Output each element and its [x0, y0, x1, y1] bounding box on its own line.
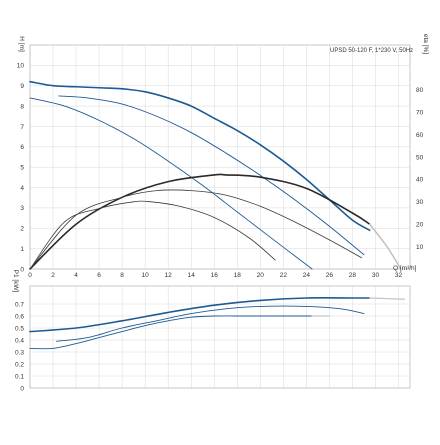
power-tick-label: 0.6: [15, 313, 24, 320]
power-curve: [56, 305, 365, 342]
flow-tick-label: 10: [142, 272, 150, 279]
efficiency-tick-label: 20: [416, 222, 424, 229]
head-tick-label: 8: [20, 103, 24, 110]
flow-tick-label: 12: [165, 272, 173, 279]
power-tick-label: 0.2: [15, 361, 24, 368]
flow-tick-label: 4: [74, 272, 78, 279]
efficiency-tick-label: 50: [416, 154, 424, 161]
head-tick-label: 3: [20, 205, 24, 212]
flow-tick-label: 28: [349, 272, 357, 279]
power-extension-curve: [369, 297, 405, 300]
flow-tick-label: 14: [188, 272, 196, 279]
power-panel-ticks: 0 0.1 0.2 0.3 0.4 0.5 0.6 0.7: [15, 301, 24, 392]
flow-tick-label: 20: [257, 272, 265, 279]
flow-tick-label: 8: [120, 272, 124, 279]
head-efficiency-curves: [29, 80, 402, 270]
head-tick-label: 5: [20, 164, 24, 171]
head-axis-label: H [m]: [18, 36, 25, 52]
power-tick-label: 0.1: [15, 373, 24, 380]
head-curve: [58, 95, 365, 256]
efficiency-tick-label: 80: [416, 87, 424, 94]
power-panel-frame: [29, 285, 411, 389]
power-axis-label: P1 [kW]: [12, 270, 19, 293]
power-tick-label: 0: [20, 385, 24, 392]
power-panel-grid: [29, 286, 410, 389]
efficiency-extension-curve: [369, 223, 402, 270]
efficiency-axis-label: eta [%]: [422, 34, 429, 54]
power-tick-label: 0.3: [15, 349, 24, 356]
head-panel-frame: [29, 44, 411, 270]
efficiency-tick-label: 40: [416, 177, 424, 184]
flow-axis-label: Q [m³/h]: [393, 265, 417, 272]
efficiency-tick-label: 30: [416, 199, 424, 206]
flow-tick-label: 0: [28, 272, 32, 279]
power-curve: [29, 315, 313, 350]
flow-tick-label: 22: [280, 272, 288, 279]
head-tick-label: 10: [17, 63, 25, 70]
head-tick-label: 9: [20, 83, 24, 90]
flow-tick-label: 30: [372, 272, 380, 279]
efficiency-curve: [29, 200, 276, 270]
power-curve: [29, 297, 371, 333]
efficiency-curve: [29, 173, 371, 270]
head-tick-label: 4: [20, 185, 24, 192]
flow-tick-label: 18: [234, 272, 242, 279]
head-curve: [29, 80, 371, 232]
head-tick-label: 2: [20, 226, 24, 233]
flow-tick-label: 32: [395, 272, 403, 279]
power-tick-label: 0.5: [15, 325, 24, 332]
flow-tick-label: 26: [326, 272, 334, 279]
head-tick-label: 1: [20, 246, 24, 253]
flow-tick-label: 16: [211, 272, 219, 279]
efficiency-tick-label: 10: [416, 244, 424, 251]
power-tick-label: 0.4: [15, 337, 24, 344]
flow-tick-label: 2: [51, 272, 55, 279]
head-curve: [29, 97, 313, 270]
pump-model-caption: UPSD 50-120 F, 1*230 V, 50Hz: [330, 48, 413, 54]
efficiency-curve: [29, 189, 363, 270]
head-tick-label: 6: [20, 144, 24, 151]
efficiency-tick-label: 60: [416, 132, 424, 139]
head-tick-label: 7: [20, 124, 24, 131]
head-panel-ticks: 0 2 4 6 8 10 12 14 16 18 20 22 24 26 28 30 3201234567891…: [17, 63, 424, 279]
head-panel-grid: [29, 45, 410, 270]
power-curves: [29, 297, 405, 350]
head-tick-label: 0: [20, 266, 24, 273]
flow-tick-label: 24: [303, 272, 311, 279]
efficiency-tick-label: 70: [416, 110, 424, 117]
power-tick-label: 0.7: [15, 301, 24, 308]
flow-tick-label: 6: [97, 272, 101, 279]
